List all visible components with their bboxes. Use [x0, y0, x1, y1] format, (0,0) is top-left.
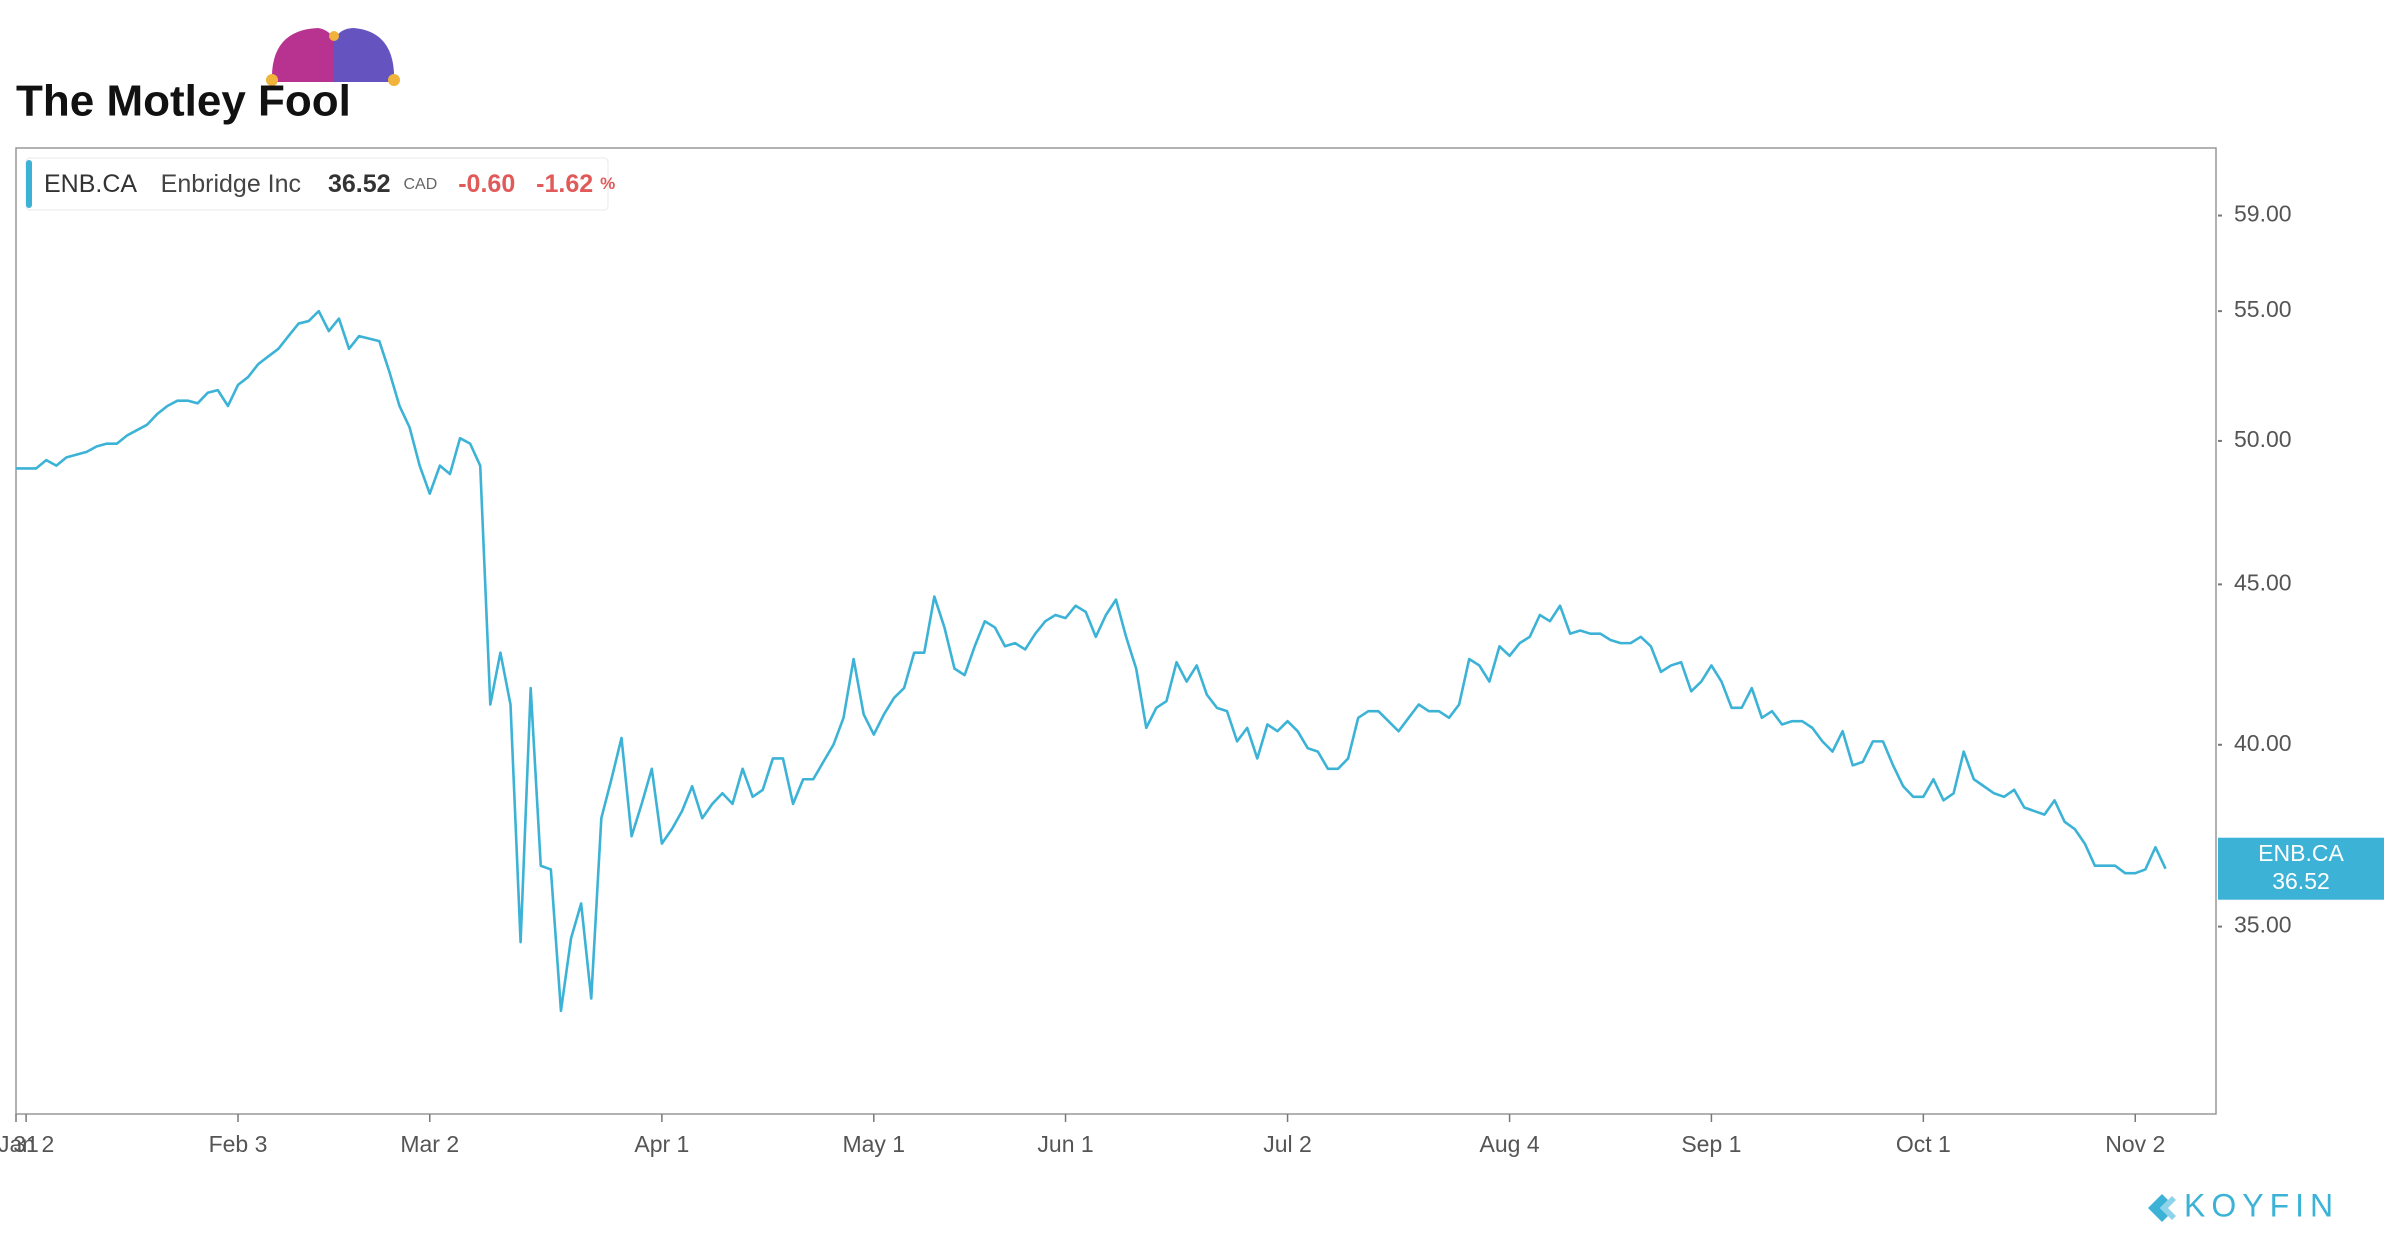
source: KOYFIN: [2184, 1187, 2339, 1223]
price-line: [16, 309, 2167, 1013]
plot-frame: [15, 147, 2217, 1115]
legend: ENB.CA Enbridge Inc 36.52 CAD -0.60 -1.6…: [25, 157, 615, 211]
brand: The Motley Fool: [16, 77, 351, 126]
y-tick-label: 40.00: [2234, 730, 2292, 756]
legend-name: Enbridge Inc: [161, 170, 301, 198]
y-tick-label: 45.00: [2234, 569, 2292, 595]
y-tick-label: 35.00: [2234, 912, 2292, 938]
x-tick-label: Oct 1: [1896, 1131, 1951, 1157]
x-tick-label: 31: [13, 1131, 39, 1157]
legend-change-pct: -1.62: [536, 170, 593, 198]
y-tick-label: 55.00: [2234, 296, 2292, 322]
x-tick-label: Jun 1: [1037, 1131, 1093, 1157]
legend-price: 36.52: [328, 170, 391, 198]
x-tick-label: Jul 2: [1263, 1131, 1312, 1157]
y-tick-label: 59.00: [2234, 201, 2292, 227]
legend-text: ENB.CA Enbridge Inc 36.52 CAD -0.60 -1.6…: [44, 170, 615, 198]
legend-swatch: [26, 160, 32, 208]
source-logo: KOYFIN: [2148, 1187, 2339, 1223]
x-tick-label: Mar 2: [400, 1131, 459, 1157]
x-tick-label: Jan 2: [0, 1131, 54, 1157]
x-tick-label: Aug 4: [1480, 1131, 1540, 1157]
legend-change: -0.60: [458, 170, 515, 198]
legend-currency: CAD: [404, 176, 438, 193]
last-price-ticker: ENB.CA: [2258, 840, 2344, 866]
last-price-value: 36.52: [2272, 868, 2330, 894]
x-tick-label: Apr 1: [634, 1131, 689, 1157]
x-tick-label: Sep 1: [1681, 1131, 1741, 1157]
last-price-tag: [2218, 837, 2384, 900]
x-tick-label: Feb 3: [209, 1131, 268, 1157]
logo-icon: [266, 28, 400, 86]
x-tick-label: May 1: [842, 1131, 905, 1157]
legend-ticker: ENB.CA: [44, 170, 137, 198]
x-tick-label: Nov 2: [2105, 1131, 2165, 1157]
y-tick-label: 50.00: [2234, 426, 2292, 452]
legend-pct-unit: %: [600, 174, 615, 193]
